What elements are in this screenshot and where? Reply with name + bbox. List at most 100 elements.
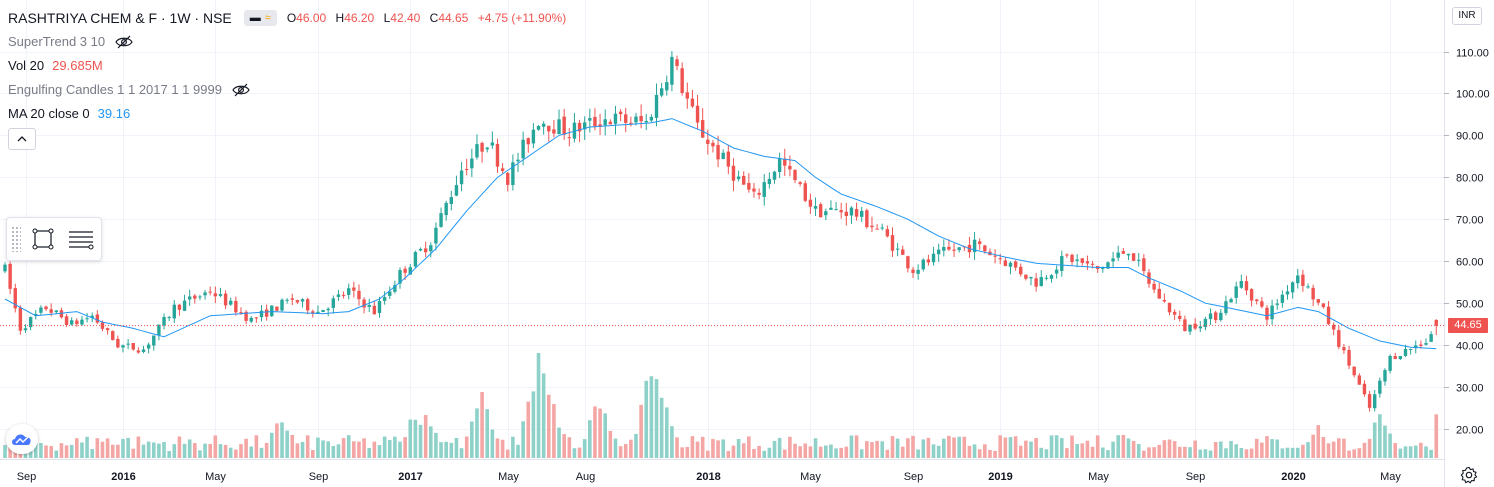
candle-body xyxy=(547,125,551,132)
candle-body xyxy=(1290,282,1295,293)
volume-bar xyxy=(105,438,110,458)
candle-body xyxy=(1265,307,1269,320)
candle-body xyxy=(634,116,638,123)
candle-body xyxy=(1054,269,1059,274)
tradingview-logo[interactable] xyxy=(6,424,38,454)
volume-bar xyxy=(1018,445,1023,458)
candle-body xyxy=(28,317,33,328)
candle-body xyxy=(1373,394,1377,409)
volume-bar xyxy=(613,438,618,458)
candle-body xyxy=(834,209,838,211)
volume-bar xyxy=(521,421,525,458)
candle-body xyxy=(936,249,941,255)
candle-body xyxy=(388,291,392,296)
supertrend-row[interactable]: SuperTrend 3 10 xyxy=(8,30,566,54)
rectangle-tool-button[interactable] xyxy=(27,223,59,255)
candle-body xyxy=(978,241,982,244)
hidden-eye-icon[interactable] xyxy=(115,35,133,49)
line-style-button[interactable] xyxy=(65,223,97,255)
candle-body xyxy=(777,158,782,173)
candle-body xyxy=(1090,263,1095,265)
volume-bar xyxy=(85,436,89,458)
gear-icon[interactable] xyxy=(1460,466,1478,484)
volume-bar xyxy=(1285,447,1290,458)
candle-body xyxy=(1039,277,1043,287)
volume-bar xyxy=(367,447,372,458)
ma-row[interactable]: MA 20 close 0 39.16 xyxy=(8,102,566,126)
volume-bar xyxy=(1403,446,1408,458)
symbol-title[interactable]: RASHTRIYA CHEM & F · 1W · NSE xyxy=(8,10,232,26)
volume-bar xyxy=(357,441,361,458)
volume-bar xyxy=(859,449,864,458)
volume-bar xyxy=(762,450,767,458)
volume-bar xyxy=(967,445,972,458)
drawing-toolbox[interactable] xyxy=(6,217,102,261)
candle-body xyxy=(1121,251,1126,254)
volume-bar xyxy=(1070,435,1074,458)
price-tick-label: 50.00 xyxy=(1456,299,1484,311)
volume-bar xyxy=(690,436,695,458)
volume-bar xyxy=(844,446,849,458)
candle-body xyxy=(54,310,58,313)
candle-body xyxy=(239,312,243,314)
candle-body xyxy=(3,264,7,272)
volume-bar xyxy=(151,442,156,458)
volume-bar xyxy=(824,445,828,458)
candle-body xyxy=(983,245,987,252)
volume-bar xyxy=(1239,448,1244,458)
compare-pill[interactable]: ▬ ≈ xyxy=(243,10,277,26)
volume-bar xyxy=(116,444,120,458)
candle-body xyxy=(1249,289,1254,301)
candle-body xyxy=(500,168,505,171)
candle-body xyxy=(249,317,253,322)
candle-body xyxy=(511,162,515,185)
candle-body xyxy=(706,139,710,144)
volume-bar xyxy=(988,449,992,458)
volume-bar xyxy=(121,438,125,458)
volume-bar xyxy=(505,449,510,458)
candle-body xyxy=(675,59,679,66)
candle-body xyxy=(972,239,977,253)
volume-bar xyxy=(916,449,920,458)
volume-row[interactable]: Vol 20 29.685M xyxy=(8,54,566,78)
volume-bar xyxy=(305,435,310,458)
candle-body xyxy=(1280,294,1285,303)
volume-bar xyxy=(1203,449,1208,458)
candle-body xyxy=(270,305,274,317)
candle-body xyxy=(870,225,874,228)
volume-bar xyxy=(736,439,741,458)
candle-body xyxy=(13,288,17,309)
hidden-eye-icon[interactable] xyxy=(232,83,250,97)
volume-bar xyxy=(1131,440,1136,458)
candle-body xyxy=(1193,323,1197,329)
volume-bar xyxy=(1198,449,1203,458)
close-value: 44.65 xyxy=(438,11,469,25)
volume-bar xyxy=(146,441,151,458)
candle-body xyxy=(167,317,171,319)
candle-body xyxy=(1106,262,1110,269)
candle-body xyxy=(85,318,89,320)
volume-bar xyxy=(1362,442,1367,458)
volume-bar xyxy=(1116,435,1121,458)
volume-bar xyxy=(1121,434,1126,458)
volume-bar xyxy=(75,438,79,458)
candle-body xyxy=(218,294,223,296)
candle-body xyxy=(418,248,423,251)
drag-handle[interactable] xyxy=(11,226,21,252)
time-tick-label: May xyxy=(498,471,519,483)
engulfing-row[interactable]: Engulfing Candles 1 1 2017 1 1 9999 xyxy=(8,78,566,102)
candle-body xyxy=(1142,258,1146,272)
volume-bar xyxy=(1059,438,1064,458)
candle-body xyxy=(1383,370,1387,382)
volume-bar xyxy=(449,442,454,458)
candle-body xyxy=(1275,303,1279,305)
candle-body xyxy=(1198,326,1202,329)
candle-body xyxy=(49,309,53,313)
volume-bar xyxy=(664,407,669,458)
volume-bar xyxy=(234,449,238,458)
currency-button[interactable]: INR xyxy=(1452,7,1482,25)
candle-body xyxy=(644,120,648,123)
collapse-legend-button[interactable] xyxy=(8,128,36,150)
volume-bar xyxy=(731,445,736,458)
